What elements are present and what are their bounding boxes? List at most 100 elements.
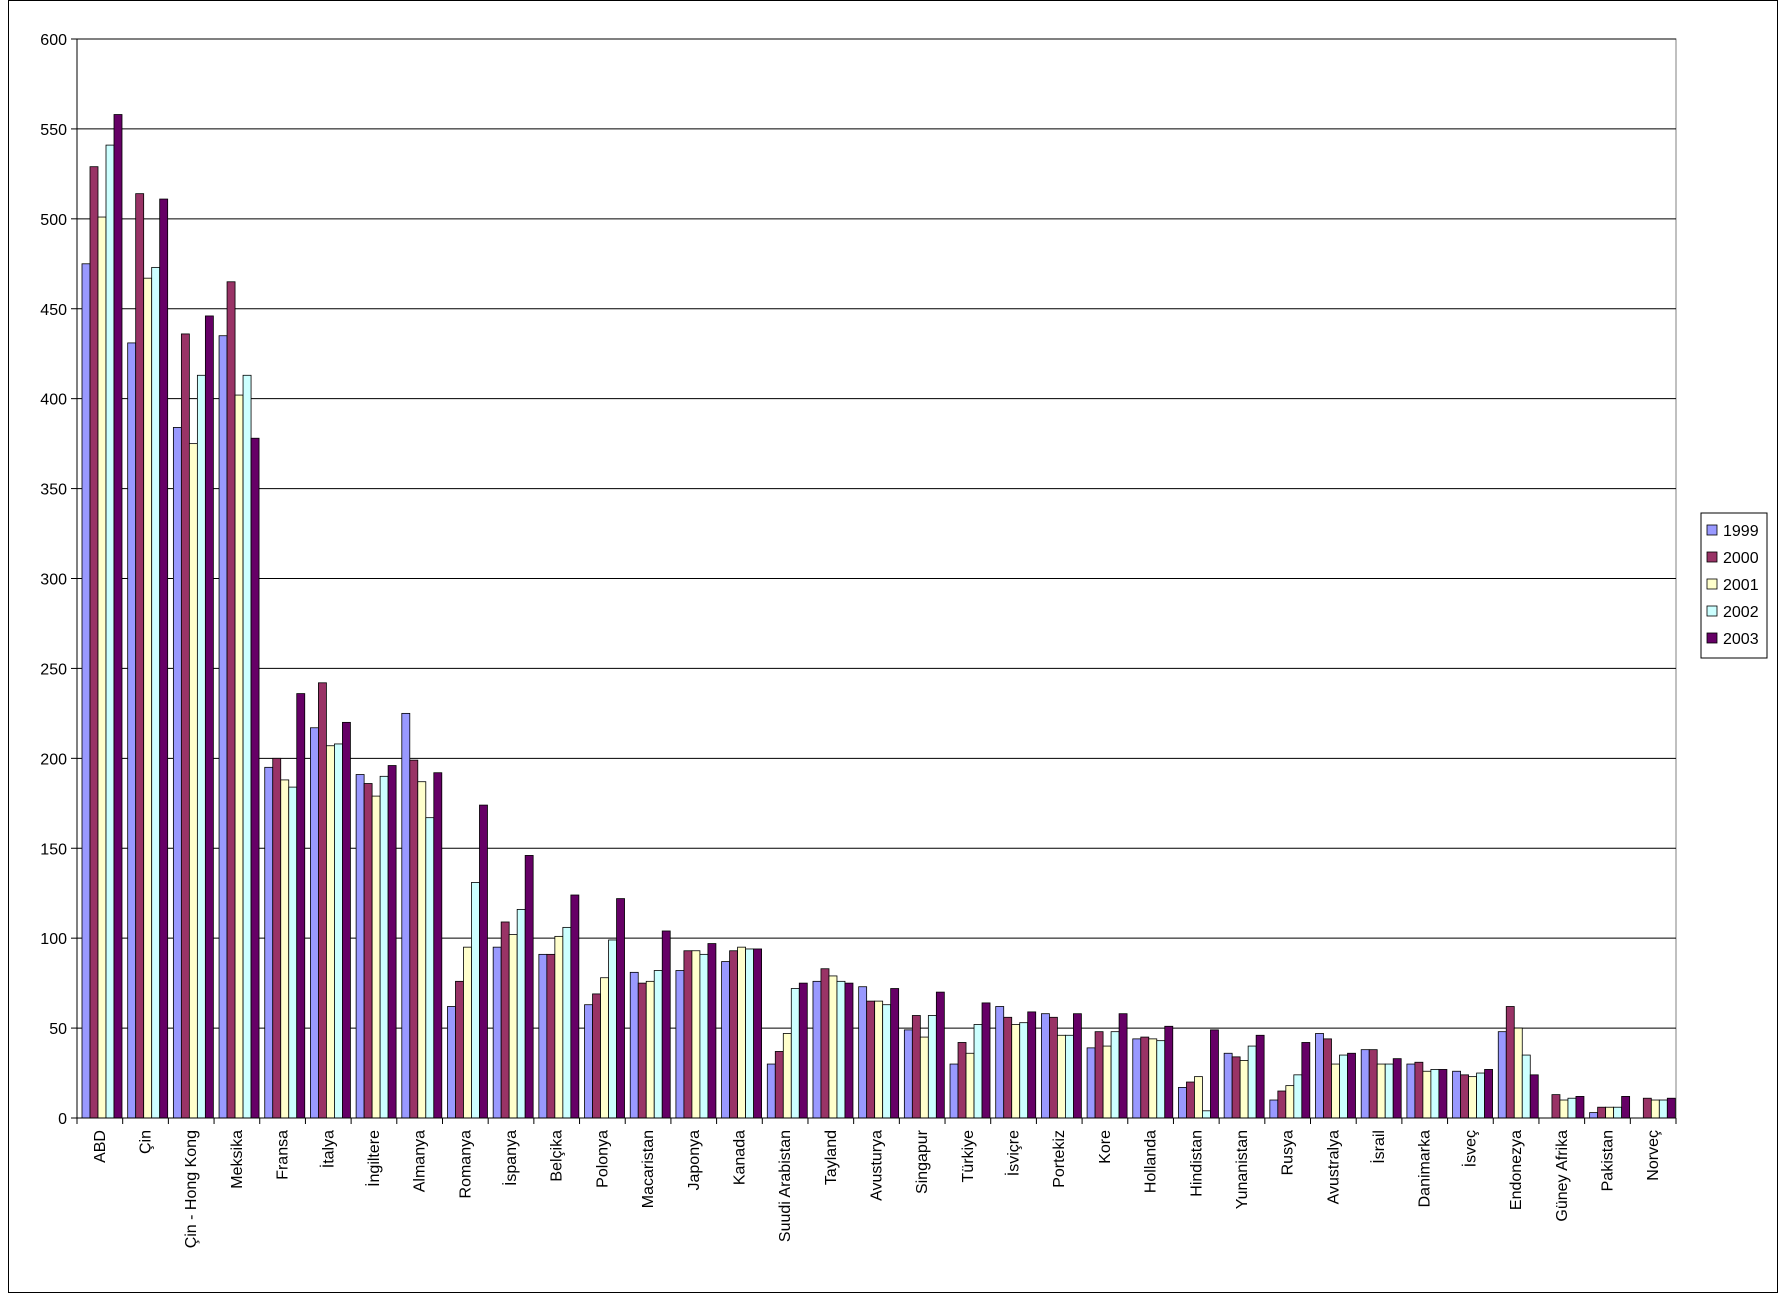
x-tick-label: Çin - Hong Kong	[183, 1130, 200, 1248]
bar-2003	[1666, 1097, 1676, 1119]
x-tick-label: Pakistan	[1599, 1130, 1616, 1191]
bar-2001	[1559, 1099, 1569, 1119]
bar-2003	[1301, 1042, 1311, 1119]
bar-2000	[409, 759, 419, 1119]
bar-2000	[135, 193, 145, 1119]
bar-2001	[280, 779, 290, 1119]
bar-2002	[1202, 1110, 1211, 1119]
bar-2003	[250, 437, 260, 1119]
bar-2000	[226, 281, 236, 1119]
bar-1999	[355, 774, 365, 1119]
bar-2002	[471, 882, 480, 1119]
x-tick-label: İtalya	[318, 1130, 337, 1168]
bar-2000	[1414, 1061, 1424, 1119]
legend-swatch-2002	[1706, 605, 1718, 617]
bar-2002	[1476, 1072, 1485, 1119]
bar-2000	[1642, 1097, 1652, 1119]
bar-2002	[790, 988, 800, 1119]
bar-2002	[745, 948, 754, 1119]
bar-1999	[447, 1006, 456, 1119]
bar-1999	[1360, 1049, 1370, 1119]
bar-2000	[1277, 1090, 1287, 1119]
bar-2001	[1468, 1076, 1477, 1119]
bar-2003	[1164, 1025, 1174, 1119]
x-tick-label: Portekiz	[1051, 1130, 1068, 1188]
bar-2000	[1231, 1056, 1241, 1119]
bar-2002	[1065, 1034, 1074, 1119]
bar-2000	[820, 968, 830, 1119]
bar-2001	[919, 1036, 929, 1119]
bar-2002	[105, 144, 115, 1119]
x-tick-label: Rusya	[1280, 1130, 1297, 1175]
bar-2001	[737, 946, 746, 1119]
bar-2002	[379, 775, 389, 1119]
bar-2001	[554, 935, 564, 1119]
x-tick-label: Avustralya	[1325, 1130, 1342, 1205]
bar-2000	[318, 682, 327, 1119]
bar-1999	[218, 335, 228, 1119]
bar-2000	[455, 980, 464, 1119]
bar-2003	[1347, 1052, 1356, 1119]
y-tick-label: 50	[49, 1021, 67, 1038]
bar-2001	[828, 975, 838, 1119]
x-tick-label: Romanya	[457, 1130, 474, 1199]
bar-2003	[1118, 1013, 1128, 1119]
bar-1999	[995, 1006, 1005, 1119]
bar-1999	[310, 727, 319, 1119]
bar-1999	[1315, 1033, 1324, 1119]
bar-2001	[188, 443, 198, 1119]
bar-2003	[1027, 1011, 1037, 1119]
bar-2001	[234, 394, 244, 1119]
y-tick-label: 200	[40, 751, 67, 768]
bar-1999	[172, 427, 182, 1119]
bar-2003	[935, 991, 945, 1119]
bar-2001	[1650, 1099, 1660, 1119]
bar-2001	[1376, 1063, 1386, 1119]
bar-2000	[1505, 1006, 1515, 1119]
bar-1999	[1178, 1087, 1187, 1119]
bar-2001	[782, 1033, 792, 1119]
bar-2003	[753, 948, 762, 1119]
axes: 0 50 100 150 200 250 300 350 400 450 500 550 600 ABD Ç…	[40, 32, 1677, 1248]
bar-2000	[1460, 1074, 1469, 1119]
bar-2000	[774, 1051, 784, 1119]
bar-2002	[927, 1015, 937, 1119]
bar-2000	[500, 921, 510, 1119]
bar-2003	[1484, 1069, 1493, 1119]
y-tick-label: 350	[40, 482, 67, 499]
bar-1999	[949, 1063, 959, 1119]
x-tick-label: İsrail	[1369, 1130, 1388, 1164]
x-tick-label: Polonya	[594, 1130, 611, 1188]
x-tick-label: Danimarka	[1417, 1130, 1434, 1207]
bar-1999	[903, 1029, 913, 1119]
bar-2001	[600, 977, 609, 1119]
bar-2002	[608, 939, 617, 1119]
bar-2003	[433, 772, 443, 1119]
bar-2002	[1110, 1031, 1120, 1119]
bar-2001	[691, 950, 701, 1119]
bar-2003	[981, 1002, 991, 1119]
bar-2001	[97, 216, 107, 1119]
bar-2003	[296, 693, 306, 1119]
bar-2003	[1621, 1096, 1631, 1119]
y-tick-label: 100	[40, 931, 67, 948]
legend-swatch-2000	[1706, 551, 1718, 563]
bar-2001	[1194, 1076, 1203, 1119]
x-tick-label: Norveç	[1645, 1130, 1662, 1181]
legend: 1999 2000 2001 2002 2003	[1700, 512, 1768, 659]
bar-1999	[721, 961, 730, 1119]
bar-2002	[1156, 1040, 1166, 1119]
x-tick-label: Suudi Arabistan	[777, 1130, 794, 1242]
x-tick-label: Macaristan	[640, 1130, 657, 1208]
x-tick-label: Çin	[138, 1130, 155, 1154]
bar-1999	[492, 946, 502, 1119]
x-tick-label: Belçika	[549, 1130, 566, 1182]
x-tick-label: Meksika	[229, 1130, 246, 1189]
bar-2002	[973, 1024, 983, 1119]
bar-2001	[326, 745, 335, 1119]
bar-1999	[1223, 1052, 1233, 1119]
y-tick-label: 300	[40, 572, 67, 589]
bar-2003	[524, 855, 534, 1119]
bar-2002	[1567, 1097, 1577, 1119]
bar-1999	[401, 712, 411, 1119]
